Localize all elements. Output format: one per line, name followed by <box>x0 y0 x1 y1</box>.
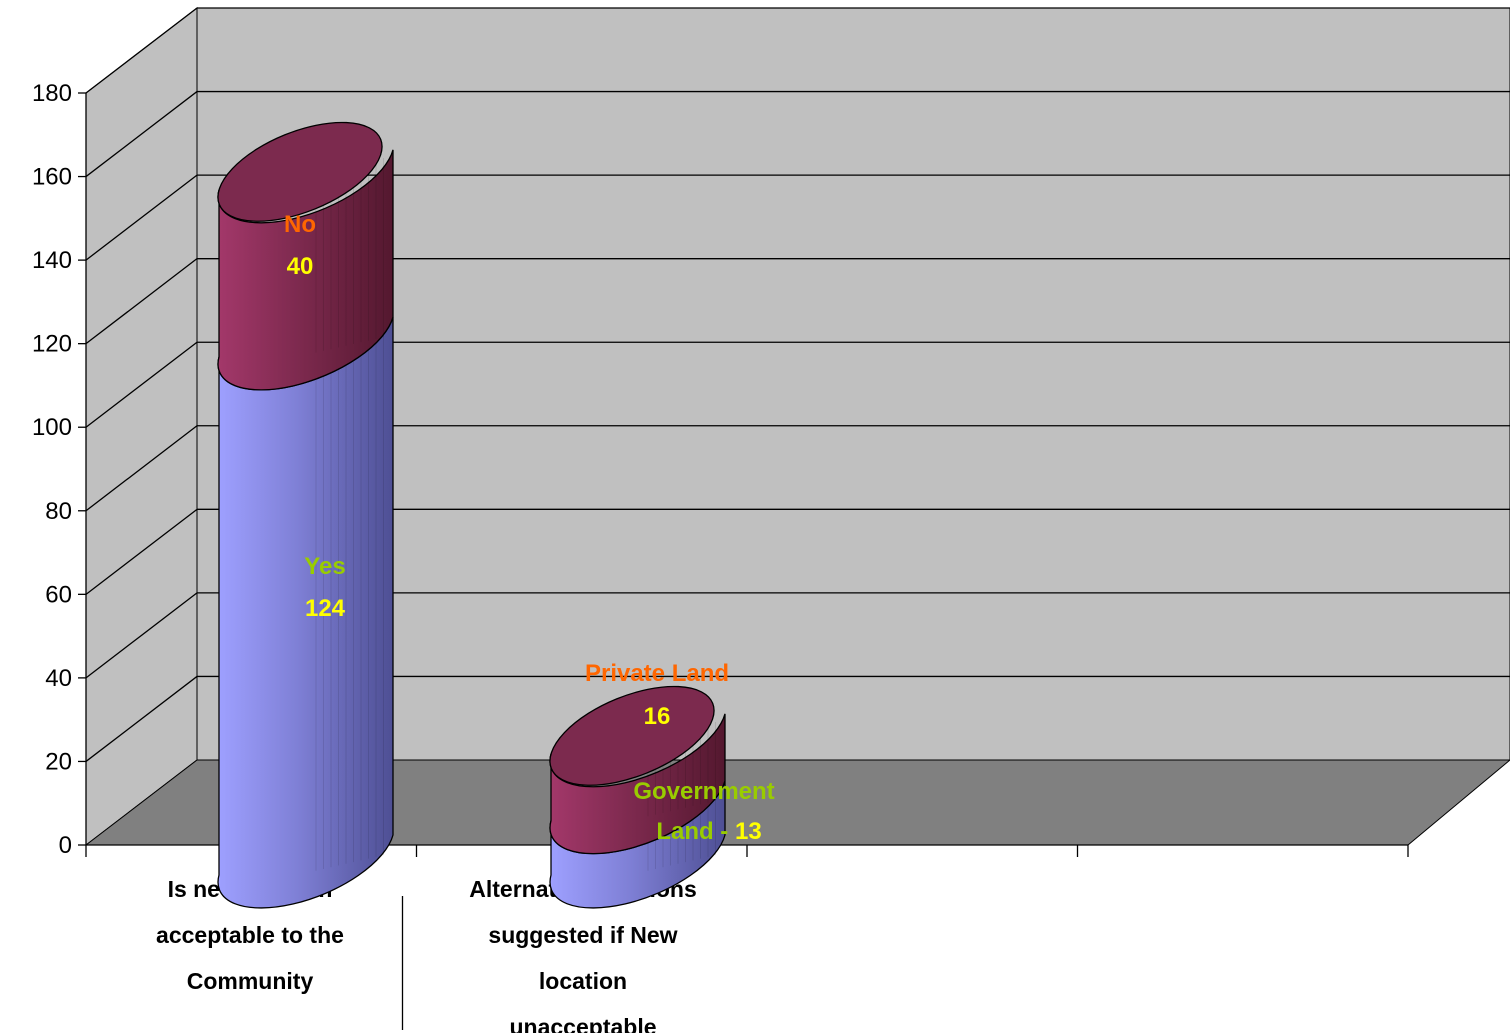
category-label: suggested if New <box>488 922 677 948</box>
bar-top-cap <box>549 685 715 786</box>
gridline-side <box>85 592 198 679</box>
category-label: location <box>539 968 627 994</box>
y-tick-label: 140 <box>32 247 72 274</box>
category-label: acceptable to the <box>156 922 344 948</box>
y-tick-label: 60 <box>45 581 72 608</box>
bar-top-cap <box>217 121 383 222</box>
gridline-side <box>85 91 198 178</box>
bar-segment-no <box>217 149 394 391</box>
gridline-side <box>85 174 198 261</box>
y-tick-label: 120 <box>32 331 72 358</box>
data-label-private-land-name: Private Land <box>585 660 729 687</box>
gridline-side <box>85 425 198 512</box>
category-label: unacceptable <box>510 1014 657 1033</box>
data-label-private-land-value: 16 <box>644 703 671 730</box>
y-tick-label: 180 <box>32 80 72 107</box>
bar-segment-private-land <box>549 713 726 855</box>
gridline-side <box>85 258 198 345</box>
data-label-yes-name: Yes <box>304 553 345 580</box>
gridline-side <box>85 7 198 94</box>
data-label-government-land-name: Government <box>633 778 774 805</box>
gridlines <box>85 7 1510 762</box>
gridline-side <box>85 675 198 762</box>
y-tick-label: 100 <box>32 414 72 441</box>
y-tick-label: 40 <box>45 665 72 692</box>
data-label-yes-value: 124 <box>305 595 346 622</box>
gridline-side <box>85 341 198 428</box>
back-wall <box>196 7 1510 761</box>
data-label-government-land-value: Land - 13 <box>656 818 761 845</box>
gridline-side <box>85 508 198 595</box>
y-tick-label: 0 <box>59 832 72 859</box>
bars <box>217 121 726 909</box>
data-label-no-value: 40 <box>287 253 314 280</box>
data-label-government-land-prefix: Land - <box>656 818 735 845</box>
data-label-no-name: No <box>284 211 316 238</box>
y-tick-label: 20 <box>45 748 72 775</box>
data-labels: Yes 124 No 40 Private Land 16 Government Land -… <box>284 211 775 845</box>
y-tick-label: 160 <box>32 164 72 191</box>
category-label: Community <box>187 968 314 994</box>
data-label-government-land-number: 13 <box>735 818 762 845</box>
chart-walls <box>84 6 1510 847</box>
y-tick-label: 80 <box>45 498 72 525</box>
